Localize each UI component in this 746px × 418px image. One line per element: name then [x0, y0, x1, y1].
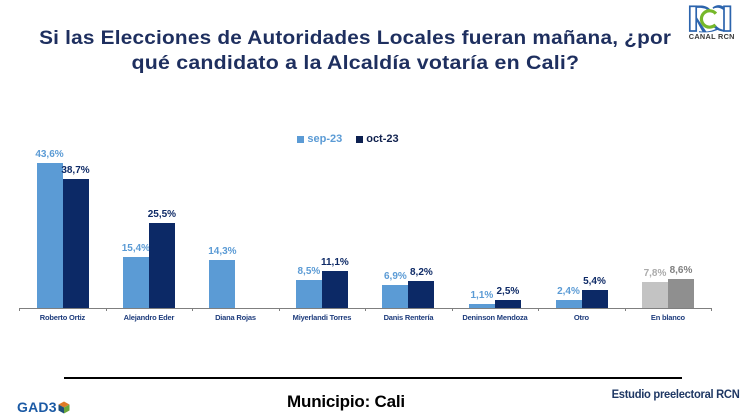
svg-text:CANAL RCN: CANAL RCN	[689, 32, 734, 41]
